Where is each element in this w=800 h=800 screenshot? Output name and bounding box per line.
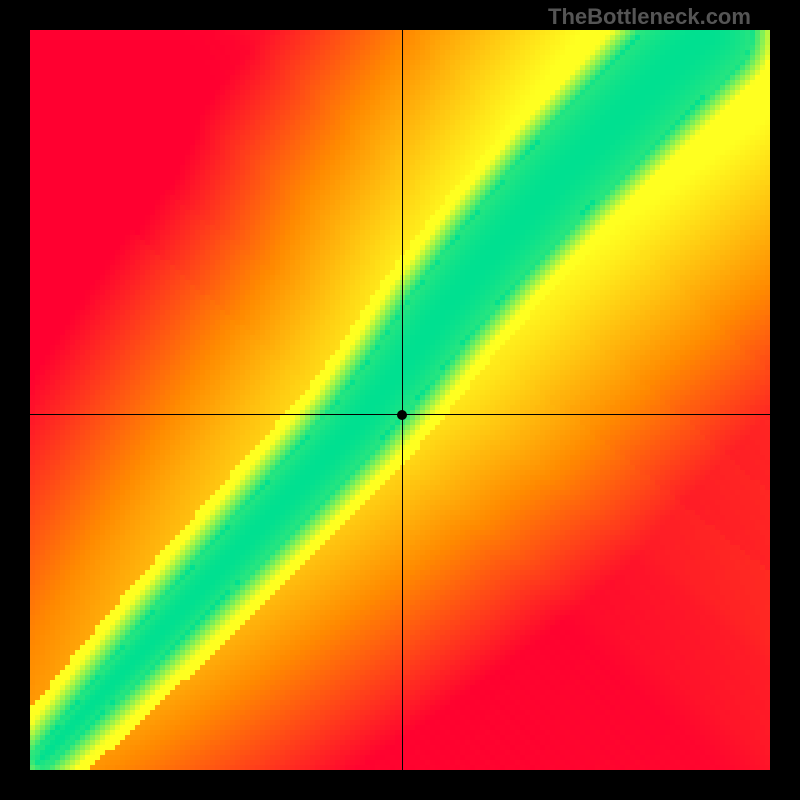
attribution-text: TheBottleneck.com	[548, 4, 751, 30]
operating-point-marker	[397, 410, 407, 420]
bottleneck-heatmap	[30, 30, 770, 770]
crosshair-vertical	[402, 30, 403, 770]
